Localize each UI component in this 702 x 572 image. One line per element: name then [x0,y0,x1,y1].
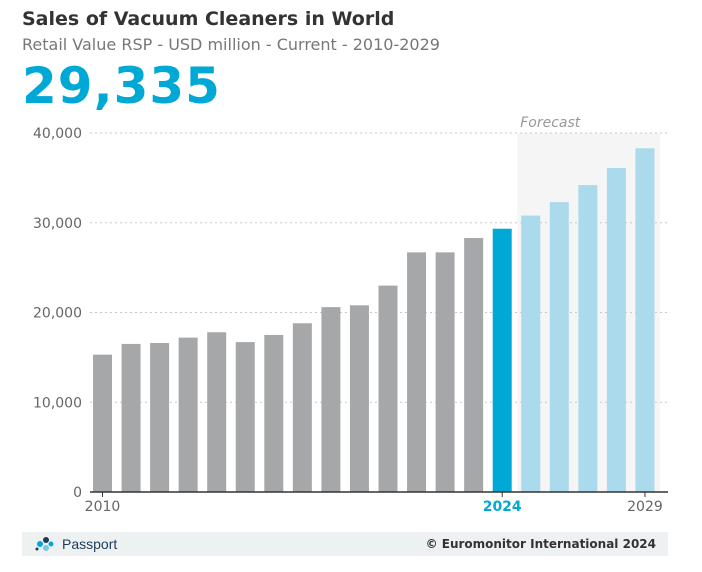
bar-2020 [378,285,398,492]
bar-2029 [635,148,655,492]
x-tick-label-2010: 2010 [85,499,121,515]
headline-value: 29,335 [22,57,221,115]
y-tick-label: 20,000 [33,306,82,322]
bar-2013 [178,337,198,492]
bar-2023 [464,238,484,492]
x-tick-label-2029: 2029 [627,499,663,515]
passport-logo-icon [35,537,54,551]
bar-2015 [235,342,255,492]
bar-2011 [121,343,141,492]
bar-2021 [407,252,427,492]
bar-2017 [292,323,312,492]
footer-bar: Passport © Euromonitor International 202… [22,532,668,556]
y-tick-label: 0 [73,485,82,501]
bar-2012 [150,343,170,492]
copyright-text: © Euromonitor International 2024 [425,537,656,551]
bar-2022 [435,252,455,492]
bar-2016 [264,334,284,492]
bar-2010 [93,354,112,492]
bar-2024 [492,228,512,492]
bar-2014 [207,332,227,492]
y-tick-label: 40,000 [33,126,82,142]
x-tick-label-2024: 2024 [483,499,522,515]
bar-2027 [578,185,598,492]
bar-2018 [321,307,341,492]
brand-name: Passport [62,536,118,552]
bar-chart: Forecast 0 10,000 20,000 30,000 40,000 2010 202… [33,115,668,515]
bar-2019 [349,305,369,492]
bar-2026 [549,202,569,493]
bar-2025 [521,215,541,492]
y-tick-label: 10,000 [33,395,82,411]
chart-subtitle: Retail Value RSP - USD million - Current… [22,35,440,54]
chart-title: Sales of Vacuum Cleaners in World [22,8,395,30]
forecast-label: Forecast [520,115,581,131]
passport-logo: Passport [34,535,117,553]
bar-2028 [606,168,626,492]
y-tick-label: 30,000 [33,216,82,232]
